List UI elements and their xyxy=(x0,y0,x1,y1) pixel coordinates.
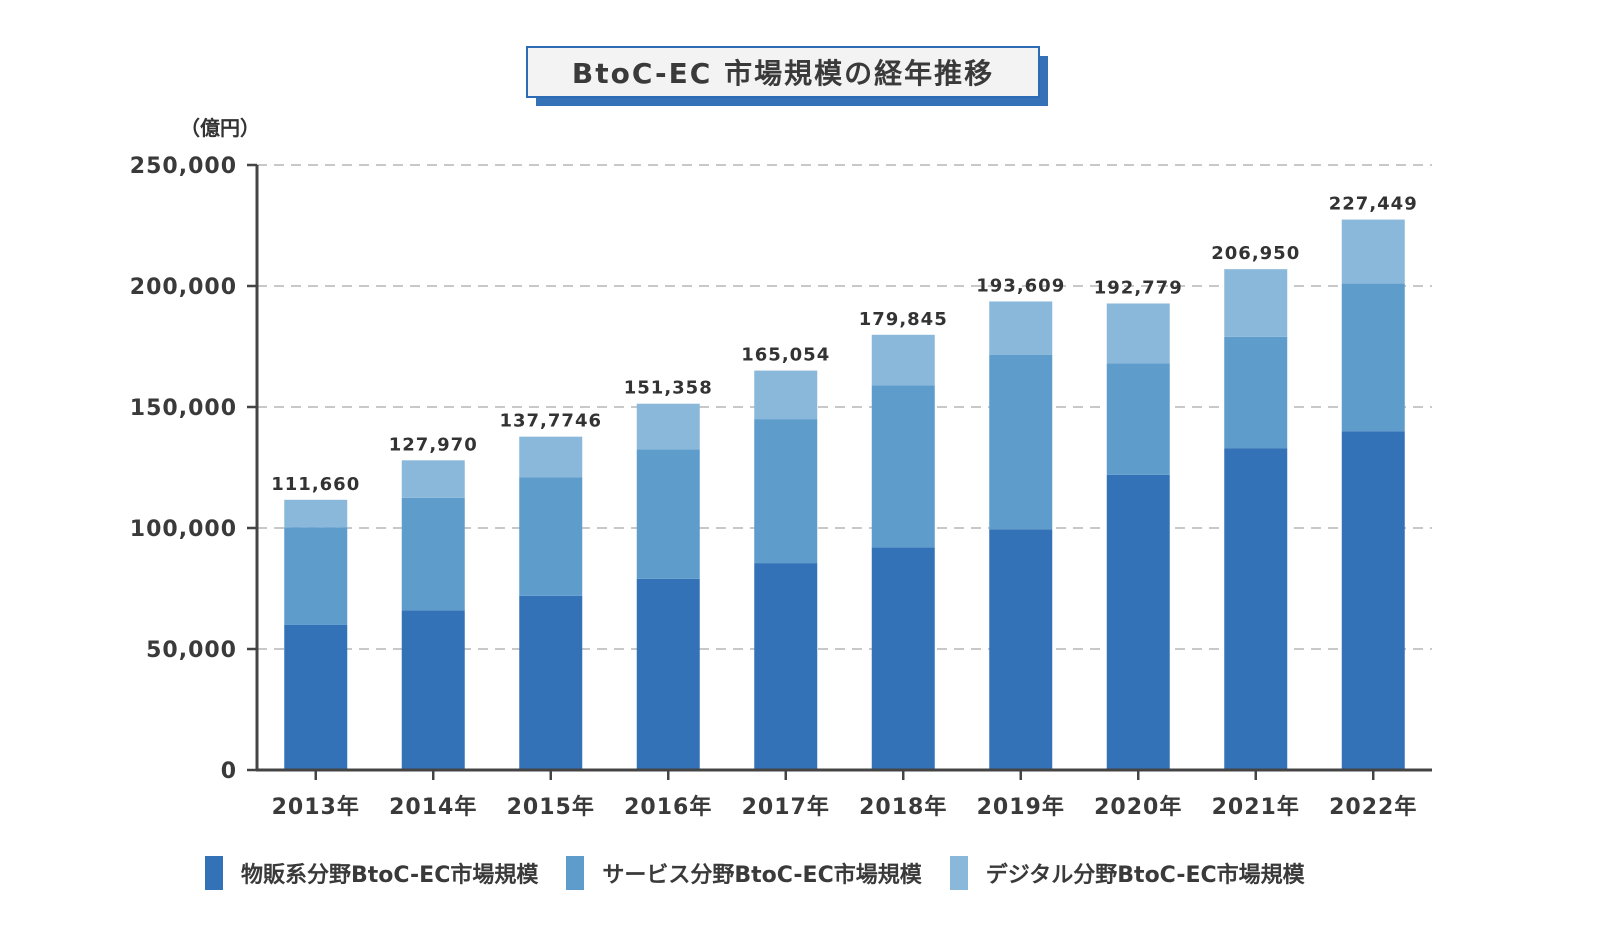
legend-item-goods: 物販系分野BtoC-EC市場規模 xyxy=(205,856,538,890)
legend-swatch xyxy=(566,856,585,890)
chart-title-box: BtoC-EC 市場規模の経年推移 xyxy=(526,46,1048,106)
total-data-label: 193,609 xyxy=(976,275,1065,296)
y-tick-label: 250,000 xyxy=(130,154,237,179)
x-tick-label: 2022年 xyxy=(1329,794,1417,820)
bar-segment-goods xyxy=(1341,431,1405,770)
bar-segment-digital xyxy=(989,301,1053,355)
bar-segment-service xyxy=(1106,363,1170,475)
x-tick-label: 2015年 xyxy=(507,794,595,820)
bar-segment-service xyxy=(754,419,818,564)
bar-segment-digital xyxy=(401,460,465,498)
bar-segment-service xyxy=(1341,283,1405,432)
bar-segment-service xyxy=(636,449,700,579)
legend-swatch xyxy=(949,856,968,890)
bar-segment-digital xyxy=(519,436,583,478)
total-data-label: 165,054 xyxy=(741,345,830,366)
legend-label: サービス分野BtoC-EC市場規模 xyxy=(602,863,922,888)
bar-segment-goods xyxy=(636,578,700,770)
total-data-label: 127,970 xyxy=(389,434,478,455)
x-tick-label: 2017年 xyxy=(742,794,830,820)
total-data-label: 192,779 xyxy=(1094,277,1183,298)
bar-segment-goods xyxy=(1224,448,1288,770)
legend-item-digital: デジタル分野BtoC-EC市場規模 xyxy=(949,856,1305,890)
x-tick-label: 2014年 xyxy=(389,794,477,820)
bar-segment-goods xyxy=(871,547,935,770)
total-data-label: 179,845 xyxy=(859,309,948,330)
x-tick-label: 2021年 xyxy=(1212,794,1300,820)
y-tick-label: 100,000 xyxy=(130,517,237,542)
y-tick-label: 50,000 xyxy=(146,638,237,663)
bar-segment-service xyxy=(401,497,465,611)
bar-segment-service xyxy=(519,477,583,596)
y-axis-unit-label: （億円） xyxy=(180,116,260,140)
total-data-label: 151,358 xyxy=(624,378,713,399)
bar-segment-digital xyxy=(284,499,348,528)
bar-segment-goods xyxy=(401,610,465,770)
bar-segment-goods xyxy=(1106,474,1170,770)
legend: 物販系分野BtoC-EC市場規模 サービス分野BtoC-EC市場規模 デジタル分… xyxy=(205,856,1305,890)
bar-segment-goods xyxy=(284,624,348,770)
y-tick-label: 150,000 xyxy=(130,396,237,421)
total-data-label: 206,950 xyxy=(1211,243,1300,264)
bar-segment-service xyxy=(989,354,1053,530)
bar-segment-digital xyxy=(1106,303,1170,364)
legend-label: デジタル分野BtoC-EC市場規模 xyxy=(985,863,1305,888)
y-tick-label: 0 xyxy=(221,759,237,784)
bar-segment-service xyxy=(1224,336,1288,449)
y-tick-label: 200,000 xyxy=(130,275,237,300)
x-tick-label: 2020年 xyxy=(1094,794,1182,820)
total-data-label: 111,660 xyxy=(271,474,360,495)
x-tick-label: 2016年 xyxy=(624,794,712,820)
legend-label: 物販系分野BtoC-EC市場規模 xyxy=(241,863,539,888)
bar-segment-goods xyxy=(989,529,1053,770)
x-tick-label: 2013年 xyxy=(272,794,360,820)
bar-segment-digital xyxy=(871,334,935,386)
total-data-label: 137,7746 xyxy=(499,411,602,432)
bar-segment-service xyxy=(871,385,935,548)
chart-title: BtoC-EC 市場規模の経年推移 xyxy=(526,46,1040,98)
bar-segment-digital xyxy=(636,403,700,450)
bar-segment-digital xyxy=(1224,269,1288,337)
x-tick-label: 2019年 xyxy=(977,794,1065,820)
bar-segment-digital xyxy=(754,370,818,420)
x-tick-label: 2018年 xyxy=(859,794,947,820)
legend-swatch xyxy=(205,856,223,890)
bar-segment-goods xyxy=(519,595,583,770)
total-data-label: 227,449 xyxy=(1329,194,1418,215)
bar-segment-service xyxy=(284,527,348,625)
legend-item-service: サービス分野BtoC-EC市場規模 xyxy=(566,856,922,890)
bar-segment-digital xyxy=(1341,219,1405,284)
bar-segment-goods xyxy=(754,563,818,770)
